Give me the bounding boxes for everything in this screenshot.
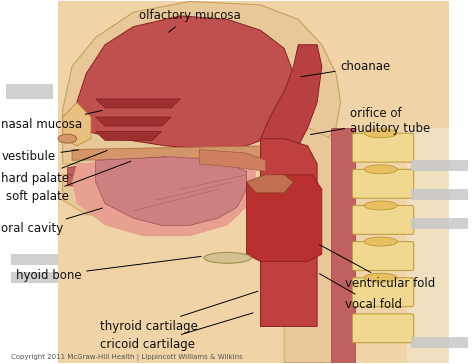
Ellipse shape	[364, 165, 397, 174]
Text: oral cavity: oral cavity	[1, 208, 102, 236]
FancyBboxPatch shape	[411, 218, 468, 229]
Polygon shape	[63, 1, 341, 164]
Polygon shape	[261, 45, 322, 153]
FancyBboxPatch shape	[353, 242, 414, 270]
Text: vestibule: vestibule	[1, 150, 79, 163]
Text: olfactory mucosa: olfactory mucosa	[139, 9, 241, 32]
Ellipse shape	[204, 253, 251, 263]
FancyBboxPatch shape	[411, 189, 468, 200]
Polygon shape	[246, 175, 322, 261]
Ellipse shape	[364, 201, 397, 210]
Polygon shape	[284, 128, 341, 363]
Text: choanae: choanae	[301, 60, 391, 77]
Text: orifice of
auditory tube: orifice of auditory tube	[310, 107, 430, 135]
FancyBboxPatch shape	[353, 133, 414, 162]
Polygon shape	[72, 146, 265, 160]
FancyBboxPatch shape	[353, 278, 414, 306]
FancyBboxPatch shape	[353, 314, 414, 343]
Polygon shape	[63, 175, 190, 218]
Polygon shape	[72, 157, 256, 236]
Polygon shape	[63, 103, 91, 146]
FancyBboxPatch shape	[6, 84, 53, 99]
Polygon shape	[407, 128, 449, 363]
Polygon shape	[67, 175, 166, 189]
Text: cricoid cartilage: cricoid cartilage	[100, 313, 253, 351]
Text: nasal mucosa: nasal mucosa	[1, 110, 102, 131]
Text: vocal fold: vocal fold	[319, 274, 402, 311]
Text: thyroid cartilage: thyroid cartilage	[100, 291, 258, 333]
FancyBboxPatch shape	[411, 337, 468, 348]
Polygon shape	[96, 131, 162, 141]
Polygon shape	[96, 99, 181, 108]
Text: hard palate: hard palate	[1, 150, 107, 185]
Ellipse shape	[364, 273, 397, 282]
FancyBboxPatch shape	[411, 160, 468, 171]
Ellipse shape	[364, 237, 397, 246]
Text: hyoid bone: hyoid bone	[16, 256, 201, 282]
Ellipse shape	[364, 129, 397, 138]
Polygon shape	[96, 157, 246, 225]
Text: soft palate: soft palate	[6, 161, 131, 203]
Polygon shape	[246, 175, 293, 193]
Ellipse shape	[58, 134, 77, 143]
Polygon shape	[261, 139, 317, 327]
Polygon shape	[67, 157, 166, 175]
Polygon shape	[58, 1, 449, 363]
Polygon shape	[331, 128, 355, 363]
Polygon shape	[199, 150, 265, 171]
Polygon shape	[72, 16, 293, 150]
FancyBboxPatch shape	[353, 206, 414, 234]
FancyBboxPatch shape	[353, 169, 414, 198]
Polygon shape	[96, 117, 171, 126]
FancyBboxPatch shape	[11, 254, 58, 265]
Text: ventricular fold: ventricular fold	[319, 245, 436, 290]
Text: Copyright 2011 McGraw-Hill Health | Lippincott Williams & Wilkins: Copyright 2011 McGraw-Hill Health | Lipp…	[11, 354, 243, 361]
FancyBboxPatch shape	[11, 272, 58, 283]
